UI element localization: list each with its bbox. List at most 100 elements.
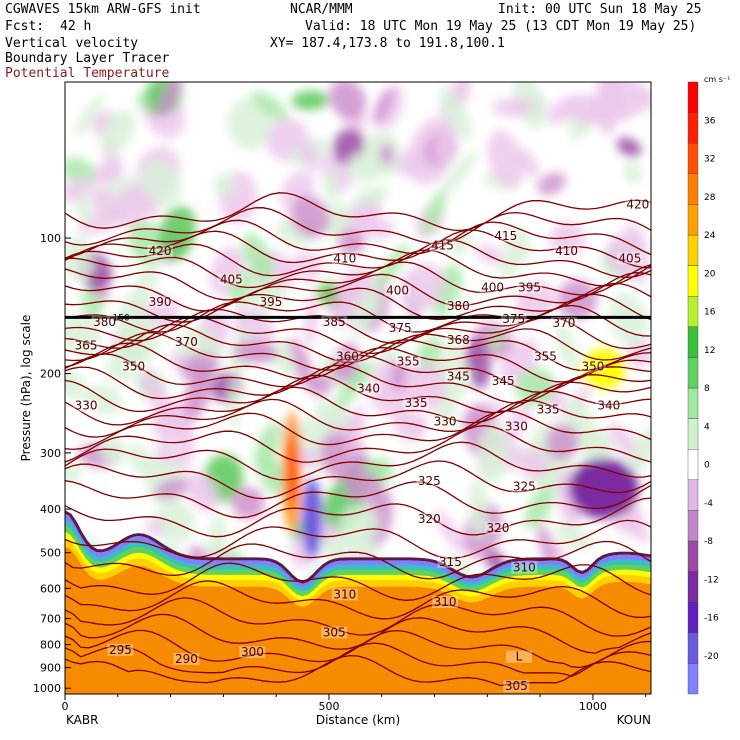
velocity-cell xyxy=(258,457,291,496)
velocity-cell xyxy=(290,196,330,238)
downdraft-core xyxy=(302,478,323,559)
colorbar-swatch xyxy=(687,418,699,450)
velocity-cell xyxy=(347,405,365,457)
velocity-cell xyxy=(379,143,394,166)
theta-label: 300 xyxy=(241,645,264,659)
velocity-cell xyxy=(89,185,124,226)
theta-label-bg xyxy=(511,561,538,574)
theta-label: 335 xyxy=(405,396,428,410)
colorbar-label: 4 xyxy=(704,422,710,432)
colorbar-label: -16 xyxy=(704,614,719,624)
theta-label: 330 xyxy=(75,399,98,413)
theta-label-bg xyxy=(334,350,361,363)
theta-label: 375 xyxy=(389,321,412,335)
theta-label: 355 xyxy=(534,349,557,363)
velocity-cell xyxy=(565,93,607,126)
velocity-cell xyxy=(140,158,181,207)
theta-isentrope xyxy=(65,519,651,559)
theta-isentrope xyxy=(65,374,651,414)
y-tick-label: 100 xyxy=(40,232,61,245)
theta-isentrope xyxy=(65,580,651,620)
theta-label-bg xyxy=(490,375,517,388)
theta-label: 415 xyxy=(431,239,454,253)
theta-label: 400 xyxy=(386,283,409,297)
velocity-cell xyxy=(488,331,505,351)
theta-isentrope xyxy=(65,410,651,451)
velocity-cell xyxy=(324,167,338,205)
forecast-label: Fcst: xyxy=(5,19,45,34)
velocity-cell xyxy=(352,186,388,210)
velocity-cell xyxy=(440,150,478,197)
theta-label-bg xyxy=(429,239,456,252)
colorbar-label: 28 xyxy=(704,193,716,203)
theta-label-bg xyxy=(500,313,527,326)
velocity-cell xyxy=(606,235,633,276)
theta-label: 320 xyxy=(486,521,509,535)
theta-label-bg xyxy=(321,315,348,328)
colorbar-swatch xyxy=(687,632,699,664)
theta-label: 405 xyxy=(220,273,243,287)
theta-label: 415 xyxy=(494,229,517,243)
left-endpoint-label: KABR xyxy=(66,713,98,727)
velocity-cell xyxy=(299,447,318,469)
theta-label-bg xyxy=(550,317,577,330)
theta-label: 345 xyxy=(447,369,470,383)
velocity-cell xyxy=(65,367,88,400)
velocity-cell xyxy=(517,148,539,178)
velocity-cell xyxy=(616,137,642,157)
init-time: Init: 00 UTC Sun 18 May 25 xyxy=(498,2,702,17)
velocity-cell xyxy=(609,293,649,346)
theta-isentrope xyxy=(65,441,651,481)
velocity-cell xyxy=(213,173,237,197)
colorbar-label: 24 xyxy=(704,231,716,241)
theta-label-bg xyxy=(511,480,538,493)
velocity-cell xyxy=(338,504,380,547)
theta-isentrope xyxy=(65,398,651,438)
velocity-cell xyxy=(136,92,150,110)
theta-label: 395 xyxy=(259,295,282,309)
theta-label-bg xyxy=(492,230,519,243)
theta-label: 340 xyxy=(597,399,620,413)
theta-label: 330 xyxy=(505,420,528,434)
theta-label: 335 xyxy=(537,403,560,417)
right-endpoint-label: KOUN xyxy=(617,713,651,727)
velocity-cell xyxy=(515,367,556,407)
colorbar-swatch xyxy=(687,571,699,603)
theta-label: 325 xyxy=(513,480,536,494)
theta-label-bg xyxy=(503,680,530,693)
theta-label-bg xyxy=(445,300,472,313)
theta-label: 360 xyxy=(336,349,359,363)
colorbar-swatch xyxy=(687,449,699,481)
velocity-cell xyxy=(158,206,196,262)
theta-label: 305 xyxy=(323,626,346,640)
velocity-cell xyxy=(180,335,195,356)
theta-isentrope xyxy=(65,562,651,601)
velocity-cell xyxy=(65,314,101,358)
theta-isentrope xyxy=(65,597,651,637)
theta-label: 345 xyxy=(492,374,515,388)
theta-label: 325 xyxy=(418,474,441,488)
theta-label-bg xyxy=(503,420,530,433)
velocity-cell xyxy=(412,415,429,434)
colorbar-swatch xyxy=(687,265,699,297)
theta-label-bg xyxy=(173,336,200,349)
theta-isentrope xyxy=(65,331,651,372)
velocity-cell xyxy=(487,130,525,189)
colorbar-swatch xyxy=(687,663,699,695)
theta-isentrope xyxy=(65,323,651,363)
velocity-cell xyxy=(65,463,82,485)
velocity-cell xyxy=(434,509,467,554)
velocity-cell xyxy=(316,282,341,306)
theta-label: 368 xyxy=(447,333,470,347)
velocity-cell xyxy=(491,98,534,117)
y-tick-label: 400 xyxy=(40,503,61,516)
theta-label: 320 xyxy=(418,512,441,526)
colorbar-swatch xyxy=(687,296,699,328)
field-vertical-velocity: Vertical velocity xyxy=(5,36,139,51)
velocity-cell xyxy=(184,472,220,511)
theta-label: 305 xyxy=(505,679,528,693)
velocity-cell xyxy=(251,91,288,121)
x-axis-label: Distance (km) xyxy=(316,713,400,727)
velocity-cell xyxy=(157,82,183,118)
